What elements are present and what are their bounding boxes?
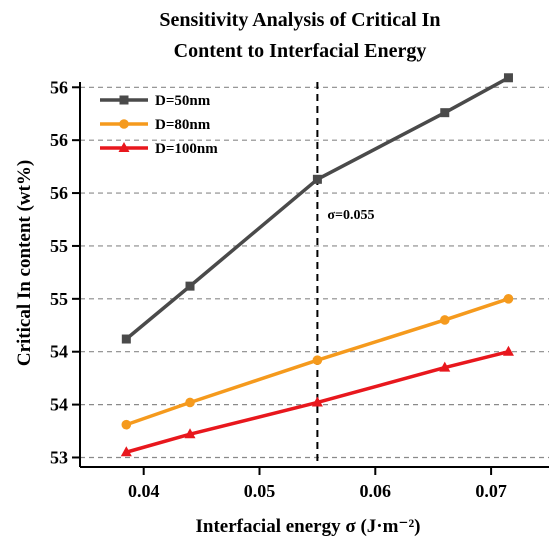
data-point-square — [440, 108, 450, 118]
data-point-square — [185, 281, 195, 291]
plot-area — [120, 73, 514, 457]
chart-title-line-1: Sensitivity Analysis of Critical In — [159, 9, 440, 31]
y-tick-label: 54 — [50, 395, 68, 415]
x-tick-label: 0.06 — [360, 481, 392, 501]
y-tick-label: 55 — [50, 289, 68, 309]
data-point-triangle — [120, 446, 132, 457]
legend-label: D=100nm — [155, 141, 218, 157]
x-tick-label: 0.05 — [244, 481, 276, 501]
y-tick-label: 54 — [50, 342, 68, 362]
legend-label: D=50nm — [155, 93, 211, 109]
data-point-triangle — [311, 396, 323, 407]
reference-line: σ=0.055 — [316, 82, 374, 467]
data-point-square — [503, 73, 513, 83]
x-tick-label: 0.07 — [475, 481, 507, 501]
y-tick-label: 56 — [50, 183, 68, 203]
reference-line-label: σ=0.055 — [327, 208, 374, 223]
axes: 53 54 54 55 55 56 56 56 0.04 0.05 0.06 0.07 — [50, 77, 549, 501]
data-point-triangle — [184, 428, 196, 439]
x-axis-label: Interfacial energy σ (J·m⁻²) — [196, 516, 421, 537]
data-point-circle — [121, 419, 132, 430]
data-point-square — [312, 174, 322, 184]
y-tick-label: 53 — [50, 447, 68, 467]
legend: D=50nm D=80nm D=100nm — [100, 93, 218, 157]
y-tick-label: 56 — [50, 130, 68, 150]
series-d-100nm — [120, 345, 514, 457]
series-d-50nm — [121, 73, 513, 344]
y-axis-label: Critical In content (wt%) — [14, 160, 35, 366]
data-point-triangle — [118, 142, 130, 152]
data-point-circle — [312, 355, 323, 365]
data-point-square — [121, 334, 131, 344]
data-point-circle — [503, 294, 514, 304]
series-d-80nm — [121, 294, 514, 430]
data-point-square — [119, 95, 129, 105]
y-tick-label: 55 — [50, 236, 68, 256]
y-tick-label: 56 — [50, 77, 68, 97]
data-point-circle — [119, 119, 129, 129]
data-point-circle — [185, 397, 195, 408]
chart-title: Sensitivity Analysis of Critical In Cont… — [159, 9, 440, 62]
x-tick-label: 0.04 — [128, 481, 160, 501]
data-point-triangle — [439, 361, 451, 372]
data-point-triangle — [502, 345, 514, 356]
legend-label: D=80nm — [155, 117, 211, 133]
data-point-circle — [439, 315, 450, 325]
chart-title-line-2: Content to Interfacial Energy — [174, 40, 427, 62]
